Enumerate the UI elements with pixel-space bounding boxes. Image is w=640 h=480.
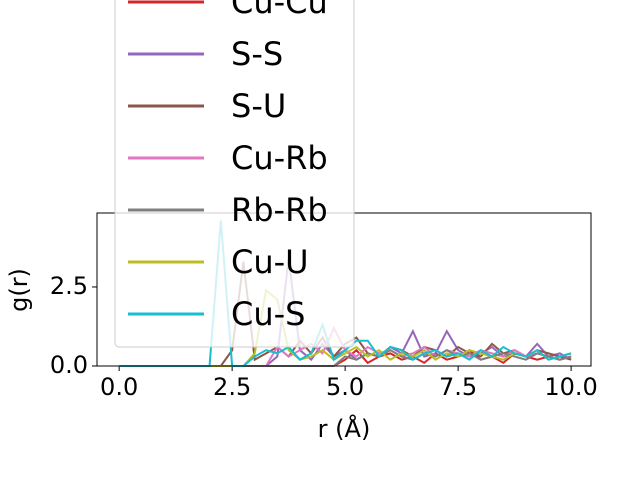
y-axis-label: g(r) [5,268,33,312]
legend-label: S-U [231,87,286,125]
x-tick-label: 10.0 [544,373,597,401]
y-tick-label: 2.5 [50,272,88,300]
x-tick-label: 0.0 [100,373,138,401]
legend-label: Cu-U [231,243,309,281]
legend-label: Cu-Cu [231,0,328,21]
legend-label: S-S [231,35,283,73]
x-tick-label: 7.5 [439,373,477,401]
x-tick-label: 5.0 [326,373,364,401]
legend-box [114,0,355,348]
x-tick-label: 2.5 [213,373,251,401]
y-tick-label: 0.0 [50,351,88,379]
x-axis-label: r (Å) [318,414,371,443]
legend-label: Cu-S [231,295,305,333]
legend-label: Cu-Rb [231,139,328,177]
legend-label: Rb-Rb [231,191,328,229]
